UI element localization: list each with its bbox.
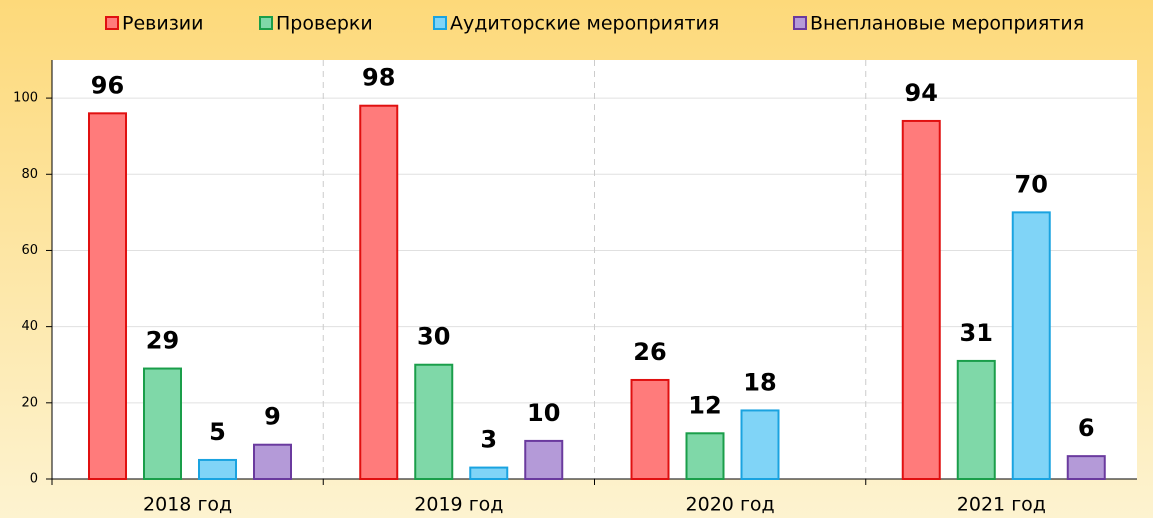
bar: [1066, 455, 1106, 480]
value-label: 31: [960, 319, 993, 347]
bar: [1011, 211, 1051, 480]
bar: [414, 363, 454, 480]
bar: [143, 367, 182, 481]
value-label: 18: [743, 368, 776, 396]
value-label: 30: [417, 323, 450, 351]
value-label: 29: [146, 327, 179, 355]
y-tick-label: 80: [21, 167, 38, 182]
x-tick-label: 2020 год: [686, 494, 775, 516]
bar: [198, 458, 237, 481]
legend-label: Ревизии: [122, 13, 204, 35]
legend-swatch: [433, 16, 447, 30]
legend-swatch: [259, 16, 273, 30]
value-label: 10: [527, 399, 560, 427]
value-label: 6: [1078, 414, 1095, 442]
bar: [685, 432, 725, 481]
value-label: 26: [633, 338, 666, 366]
y-tick-label: 100: [13, 91, 38, 106]
x-tick-label: 2019 год: [414, 494, 503, 516]
bar: [359, 104, 399, 481]
bar: [901, 119, 941, 480]
value-label: 94: [905, 79, 938, 107]
y-tick-label: 20: [21, 395, 38, 410]
bar: [253, 443, 292, 480]
bar: [740, 409, 780, 481]
legend-label: Аудиторские мероприятия: [450, 13, 719, 35]
bar: [469, 466, 509, 480]
bar: [630, 378, 670, 480]
value-label: 9: [264, 403, 281, 431]
bar: [524, 439, 564, 480]
y-tick-label: 60: [21, 243, 38, 258]
bar: [88, 112, 127, 480]
value-label: 96: [91, 71, 124, 99]
value-label: 12: [688, 391, 721, 419]
legend-label: Проверки: [276, 13, 373, 35]
bar: [956, 359, 996, 480]
value-label: 98: [362, 64, 395, 92]
legend-swatch: [105, 16, 119, 30]
x-tick-label: 2021 год: [957, 494, 1046, 516]
x-tick-label: 2018 год: [143, 494, 232, 516]
legend-swatch: [793, 16, 807, 30]
y-tick-label: 40: [21, 319, 38, 334]
value-label: 3: [480, 426, 497, 454]
legend-label: Внеплановые мероприятия: [810, 13, 1084, 35]
value-label: 5: [209, 418, 226, 446]
value-label: 70: [1015, 170, 1048, 198]
y-tick-label: 0: [30, 472, 38, 487]
